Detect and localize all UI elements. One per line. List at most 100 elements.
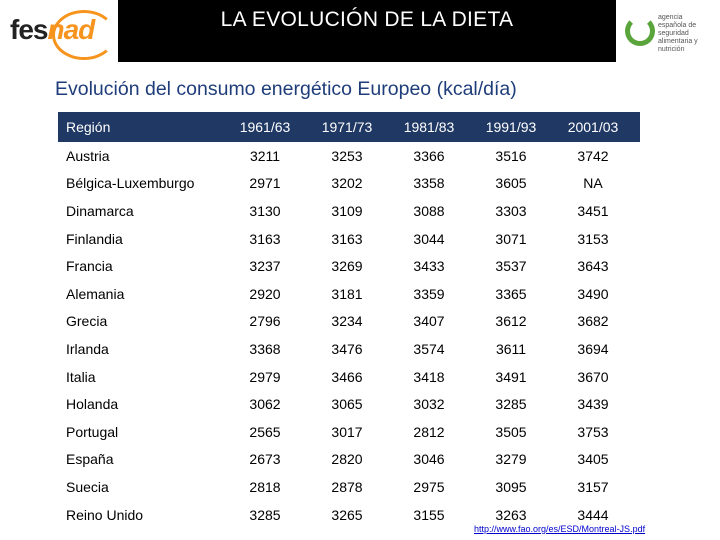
aesan-logo: agencia española de seguridad alimentari…: [616, 0, 720, 62]
value-cell: 3065: [331, 396, 363, 413]
value-cell: 3130: [249, 202, 281, 219]
value-cell: 3418: [413, 368, 445, 385]
region-cell: Holanda: [66, 396, 119, 413]
region-cell: España: [66, 451, 114, 468]
aesan-line4: alimentaria y: [658, 38, 698, 45]
aesan-line1: agencia: [658, 14, 683, 21]
value-cell: 3202: [331, 175, 363, 192]
value-cell: 3405: [577, 451, 609, 468]
value-cell: 3062: [249, 396, 281, 413]
logo-text-part1: fes: [10, 14, 48, 45]
value-cell: 2565: [249, 423, 281, 440]
value-cell: 3407: [413, 313, 445, 330]
table-row: Italia 2979 3466 3418 3491 3670: [58, 363, 640, 391]
value-cell: 3263: [495, 506, 527, 523]
value-cell: 2673: [249, 451, 281, 468]
value-cell: 3466: [331, 368, 363, 385]
value-cell: 3476: [331, 340, 363, 357]
header-2001: 2001/03: [567, 119, 619, 135]
table-row: España 2673 2820 3046 3279 3405: [58, 446, 640, 474]
aesan-line5: nutrición: [658, 46, 685, 53]
value-cell: 3365: [495, 285, 527, 302]
value-cell: 3490: [577, 285, 609, 302]
value-cell: NA: [583, 175, 603, 192]
table-row: Finlandia 3163 3163 3044 3071 3153: [58, 225, 640, 253]
title-bar: LA EVOLUCIÓN DE LA DIETA: [118, 0, 616, 62]
value-cell: 3359: [413, 285, 445, 302]
header-1961: 1961/63: [239, 119, 291, 135]
value-cell: 3451: [577, 202, 609, 219]
region-cell: Alemania: [66, 285, 125, 302]
logo-arc-icon: [52, 10, 116, 60]
region-cell: Finlandia: [66, 230, 123, 247]
value-cell: 3279: [495, 451, 527, 468]
value-cell: 3611: [495, 340, 527, 357]
consumption-table: Región 1961/63 1971/73 1981/83 1991/93 2…: [58, 112, 640, 528]
value-cell: 3753: [577, 423, 609, 440]
aesan-line3: seguridad: [658, 30, 689, 37]
table-row: Reino Unido 3285 3265 3155 3263 3444: [58, 501, 640, 529]
header-1991: 1991/93: [485, 119, 537, 135]
table-row: Alemania 2920 3181 3359 3365 3490: [58, 280, 640, 308]
value-cell: 3491: [495, 368, 527, 385]
region-cell: Irlanda: [66, 340, 109, 357]
table-row: Irlanda 3368 3476 3574 3611 3694: [58, 335, 640, 363]
value-cell: 3303: [495, 202, 527, 219]
value-cell: 3682: [577, 313, 609, 330]
value-cell: 3095: [495, 478, 527, 495]
region-cell: Portugal: [66, 423, 119, 440]
value-cell: 3109: [331, 202, 363, 219]
value-cell: 2812: [413, 423, 445, 440]
value-cell: 3044: [413, 230, 445, 247]
value-cell: 3368: [249, 340, 281, 357]
value-cell: 2979: [249, 368, 281, 385]
value-cell: 3265: [331, 506, 363, 523]
value-cell: 3742: [577, 147, 609, 164]
value-cell: 2818: [249, 478, 281, 495]
value-cell: 3071: [495, 230, 527, 247]
value-cell: 3605: [495, 175, 527, 192]
aesan-ring-icon: [625, 16, 655, 46]
value-cell: 3017: [331, 423, 363, 440]
region-cell: Reino Unido: [66, 506, 144, 523]
value-cell: 3157: [577, 478, 609, 495]
table-row: Grecia 2796 3234 3407 3612 3682: [58, 308, 640, 336]
value-cell: 3181: [331, 285, 363, 302]
table-row: Suecia 2818 2878 2975 3095 3157: [58, 473, 640, 501]
value-cell: 3694: [577, 340, 609, 357]
value-cell: 2796: [249, 313, 281, 330]
value-cell: 3285: [495, 396, 527, 413]
value-cell: 3643: [577, 258, 609, 275]
value-cell: 3234: [331, 313, 363, 330]
value-cell: 3153: [577, 230, 609, 247]
table-row: Bélgica-Luxemburgo 2971 3202 3358 3605 NA: [58, 170, 640, 198]
region-cell: Italia: [66, 368, 96, 385]
region-cell: Francia: [66, 258, 113, 275]
value-cell: 2878: [331, 478, 363, 495]
value-cell: 3358: [413, 175, 445, 192]
logo-text-part2: nad: [47, 14, 95, 45]
value-cell: 3612: [495, 313, 527, 330]
value-cell: 3253: [331, 147, 363, 164]
value-cell: 3046: [413, 451, 445, 468]
table-row: Francia 3237 3269 3433 3537 3643: [58, 252, 640, 280]
fesnad-logo-text: fesnad: [10, 14, 95, 46]
source-link[interactable]: http://www.fao.org/es/ESD/Montreal-JS.pd…: [474, 524, 646, 534]
header-1971: 1971/73: [321, 119, 373, 135]
header-1981: 1981/83: [403, 119, 455, 135]
value-cell: 3211: [249, 147, 281, 164]
table-body: Austria 3211 3253 3366 3516 3742 Bélgica-Luxem…: [58, 142, 640, 528]
aesan-line2: española de: [658, 22, 697, 29]
region-cell: Bélgica-Luxemburgo: [66, 175, 195, 192]
value-cell: 3269: [331, 258, 363, 275]
value-cell: 3444: [577, 506, 609, 523]
value-cell: 3088: [413, 202, 445, 219]
fesnad-logo: fesnad: [0, 0, 118, 62]
value-cell: 3285: [249, 506, 281, 523]
value-cell: 3163: [331, 230, 363, 247]
table-row: Austria 3211 3253 3366 3516 3742: [58, 142, 640, 170]
value-cell: 3237: [249, 258, 281, 275]
page-title: LA EVOLUCIÓN DE LA DIETA: [220, 8, 514, 31]
value-cell: 3433: [413, 258, 445, 275]
value-cell: 2971: [249, 175, 281, 192]
